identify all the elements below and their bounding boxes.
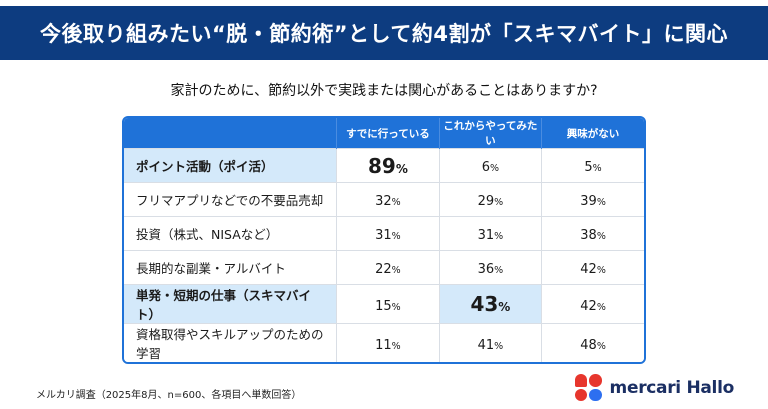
value-cell: 22% bbox=[336, 250, 440, 285]
mercari-hallo-icon bbox=[574, 374, 602, 401]
mercari-hallo-logo: mercari Hallo bbox=[574, 374, 735, 401]
row-label: 単発・短期の仕事（スキマバイト） bbox=[124, 284, 337, 324]
logo-text: mercari Hallo bbox=[609, 377, 735, 398]
value-cell: 89% bbox=[336, 148, 440, 183]
value-cell: 11% bbox=[336, 323, 440, 362]
page-footer: メルカリ調査（2025年8月、n=600、各項目へ単数回答） mercari H… bbox=[0, 374, 768, 403]
row-label: 長期的な副業・アルバイト bbox=[124, 250, 337, 285]
corner-cell bbox=[124, 118, 337, 149]
value-cell: 36% bbox=[438, 250, 542, 285]
row-label: 資格取得やスキルアップのための学習 bbox=[124, 323, 337, 362]
value-cell: 42% bbox=[541, 250, 644, 285]
value-cell: 42% bbox=[541, 284, 644, 324]
table-row: フリマアプリなどでの不要品売却 32% 29% 39% bbox=[124, 182, 644, 217]
value-cell: 31% bbox=[336, 216, 440, 251]
table-row: 投資（株式、NISAなど） 31% 31% 38% bbox=[124, 216, 644, 251]
value-cell: 15% bbox=[336, 284, 440, 324]
column-header-already-doing: すでに行っている bbox=[336, 118, 440, 149]
row-label: 投資（株式、NISAなど） bbox=[124, 216, 337, 251]
percent-sign: % bbox=[395, 161, 408, 176]
row-label: フリマアプリなどでの不要品売却 bbox=[124, 182, 337, 217]
value-number: 89 bbox=[367, 153, 396, 178]
value-cell: 32% bbox=[336, 182, 440, 217]
table-row: 単発・短期の仕事（スキマバイト） 15% 43% 42% bbox=[124, 284, 644, 324]
value-cell: 5% bbox=[541, 148, 644, 183]
column-header-want-to-try: これからやってみたい bbox=[438, 118, 542, 149]
row-label: ポイント活動（ポイ活） bbox=[124, 148, 337, 183]
survey-table: すでに行っている これからやってみたい 興味がない ポイント活動（ポイ活） 89… bbox=[122, 116, 646, 364]
value-cell: 41% bbox=[438, 323, 542, 362]
column-header-not-interested: 興味がない bbox=[541, 118, 644, 149]
value-cell: 31% bbox=[438, 216, 542, 251]
percent-sign: % bbox=[498, 300, 511, 314]
value-cell: 29% bbox=[438, 182, 542, 217]
value-cell: 48% bbox=[541, 323, 644, 362]
source-note: メルカリ調査（2025年8月、n=600、各項目へ単数回答） bbox=[36, 390, 302, 401]
table-row: 資格取得やスキルアップのための学習 11% 41% 48% bbox=[124, 323, 644, 362]
page-title: 今後取り組みたい“脱・節約術”として約4割が「スキマバイト」に関心 bbox=[39, 22, 729, 46]
value-cell: 6% bbox=[438, 148, 542, 183]
value-cell: 39% bbox=[541, 182, 644, 217]
value-number: 43 bbox=[470, 292, 499, 316]
title-banner: 今後取り組みたい“脱・節約術”として約4割が「スキマバイト」に関心 bbox=[0, 6, 768, 60]
value-cell: 38% bbox=[541, 216, 644, 251]
header-row: すでに行っている これからやってみたい 興味がない bbox=[124, 118, 644, 149]
table-row: ポイント活動（ポイ活） 89% 6% 5% bbox=[124, 148, 644, 183]
survey-question: 家計のために、節約以外で実践または関心があることはありますか? bbox=[170, 83, 598, 99]
table-row: 長期的な副業・アルバイト 22% 36% 42% bbox=[124, 250, 644, 285]
value-cell: 43% bbox=[438, 284, 542, 324]
